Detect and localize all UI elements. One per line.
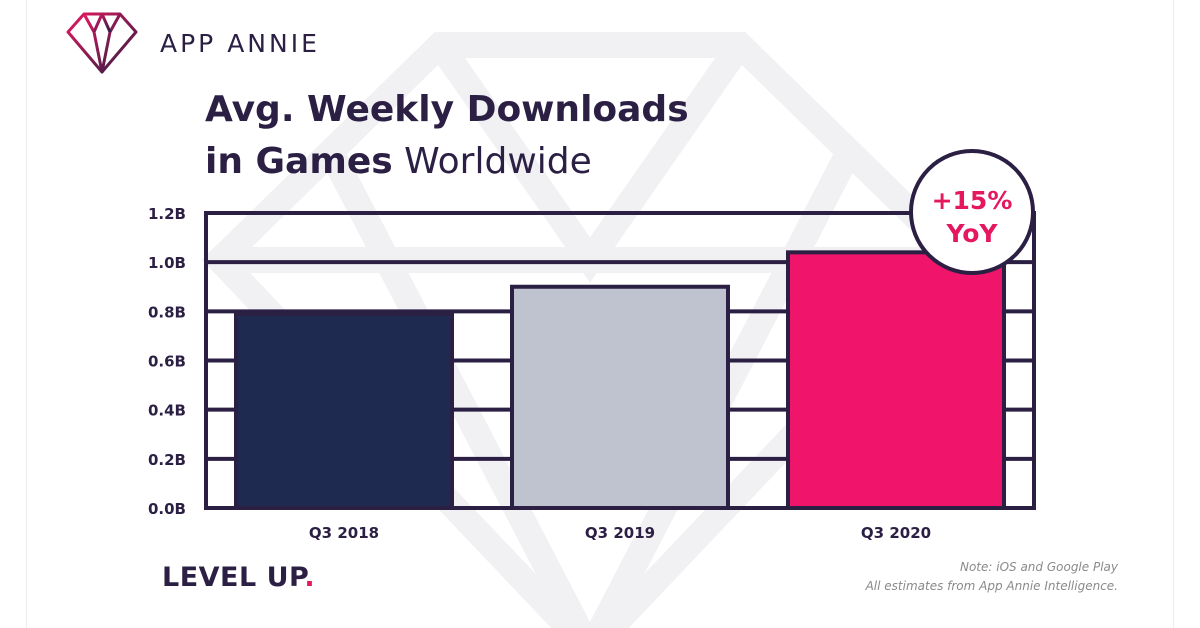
x-tick-label: Q3 2018	[309, 524, 379, 542]
y-tick-label: 0.6B	[148, 353, 186, 371]
bar	[234, 311, 454, 510]
yoy-badge-value: +15%	[932, 186, 1013, 215]
y-tick-label: 1.0B	[148, 254, 186, 272]
card-border-left	[26, 0, 27, 628]
tagline: LEVEL UP.	[162, 562, 315, 593]
card-border-right	[1173, 0, 1174, 628]
brand: APP ANNIE	[64, 10, 320, 76]
x-tick-label: Q3 2020	[861, 524, 931, 542]
title-line-2: in Games Worldwide	[205, 136, 689, 188]
title-line-1: Avg. Weekly Downloads	[205, 89, 689, 130]
yoy-badge	[909, 149, 1035, 275]
yoy-badge-label: YoY	[945, 219, 998, 248]
y-tick-label: 0.0B	[148, 500, 186, 518]
tagline-dot: .	[304, 562, 316, 593]
chart-title: Avg. Weekly Downloads in Games Worldwide	[205, 84, 689, 188]
bar	[510, 284, 730, 510]
app-annie-logo-icon	[66, 12, 138, 74]
y-tick-label: 1.2B	[148, 205, 186, 223]
title-light: Worldwide	[404, 141, 592, 182]
y-tick-label: 0.4B	[148, 402, 186, 420]
source-note: Note: iOS and Google Play All estimates …	[866, 558, 1118, 596]
y-tick-label: 0.8B	[148, 303, 186, 321]
note-line-1: Note: iOS and Google Play	[959, 560, 1118, 574]
bar	[786, 250, 1006, 510]
title-strong: in Games	[205, 141, 393, 182]
x-tick-label: Q3 2019	[585, 524, 655, 542]
tagline-text: LEVEL UP	[162, 562, 305, 593]
brand-name: APP ANNIE	[160, 28, 320, 58]
y-tick-label: 0.2B	[148, 451, 186, 469]
note-line-2: All estimates from App Annie Intelligenc…	[865, 579, 1118, 593]
